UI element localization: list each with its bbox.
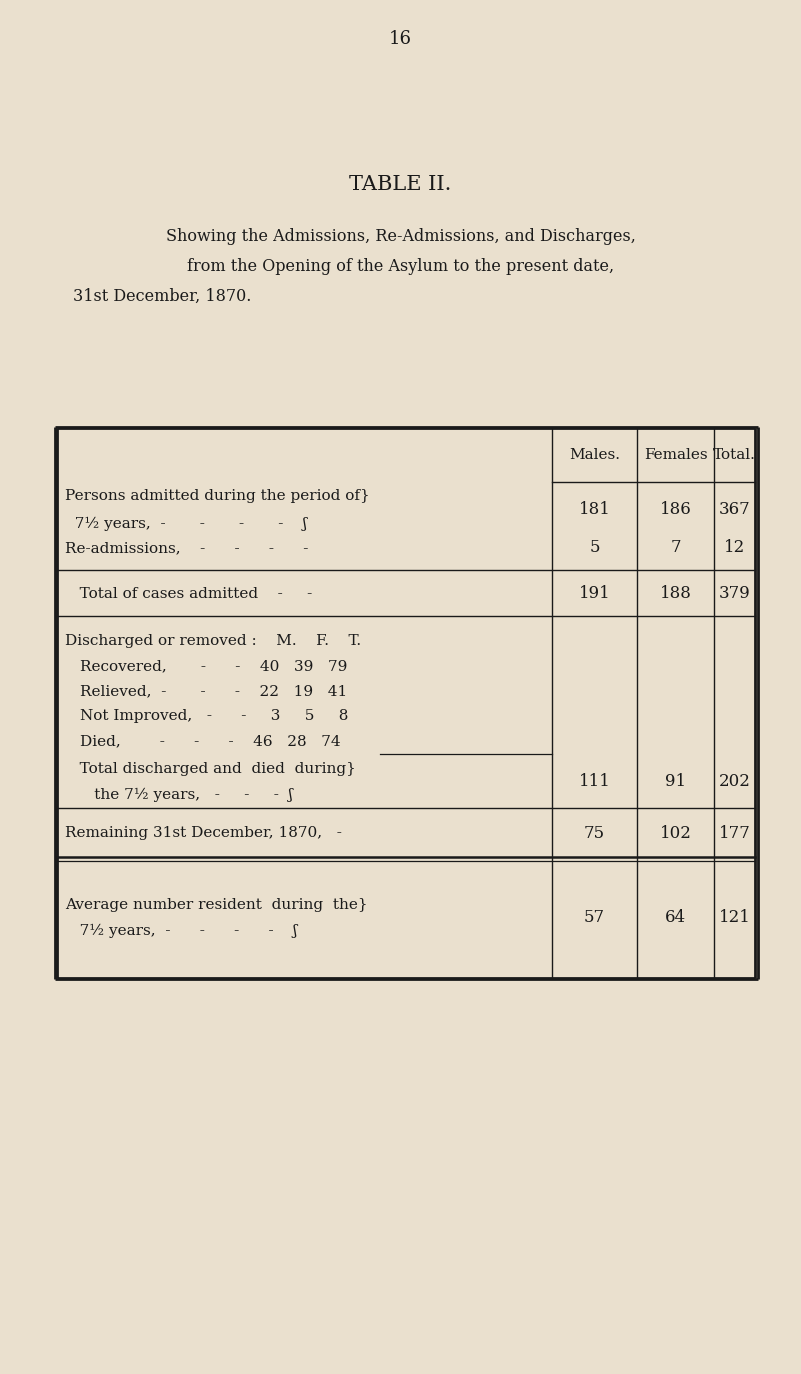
Text: 7: 7 [670,540,681,556]
Text: 57: 57 [584,910,605,926]
Text: Relieved,  -       -      -    22   19   41: Relieved, - - - 22 19 41 [80,684,348,698]
Text: Total of cases admitted    -     -: Total of cases admitted - - [65,587,312,600]
Text: 191: 191 [578,585,610,603]
Text: 7½ years,  -       -       -       -    ʃ: 7½ years, - - - - ʃ [65,517,307,532]
Text: 5: 5 [590,540,600,556]
Text: Re-admissions,    -      -      -      -: Re-admissions, - - - - [65,541,308,555]
Text: 111: 111 [578,774,610,790]
Text: from the Opening of the Asylum to the present date,: from the Opening of the Asylum to the pr… [187,258,614,275]
Text: 91: 91 [665,774,686,790]
Text: Males.: Males. [569,448,620,462]
Text: 75: 75 [584,824,605,841]
Text: Recovered,       -      -    40   39   79: Recovered, - - 40 39 79 [80,660,348,673]
Text: 367: 367 [718,502,751,518]
Text: 16: 16 [389,30,412,48]
Text: 202: 202 [718,774,751,790]
Text: Discharged or removed :    M.    F.    T.: Discharged or removed : M. F. T. [65,633,361,649]
Text: 177: 177 [718,824,751,841]
Text: the 7½ years,   -     -     -  ʃ: the 7½ years, - - - ʃ [65,787,292,802]
Text: Persons admitted during the period of}: Persons admitted during the period of} [65,489,370,503]
Text: 31st December, 1870.: 31st December, 1870. [73,289,252,305]
Text: Total.: Total. [713,448,756,462]
Text: 188: 188 [659,585,691,603]
Text: Showing the Admissions, Re-Admissions, and Discharges,: Showing the Admissions, Re-Admissions, a… [166,228,635,245]
Text: Total discharged and  died  during}: Total discharged and died during} [65,763,356,776]
Text: 64: 64 [665,910,686,926]
Text: TABLE II.: TABLE II. [349,174,452,194]
Text: 186: 186 [660,502,691,518]
Text: 121: 121 [718,910,751,926]
Text: 379: 379 [718,585,751,603]
Text: Average number resident  during  the}: Average number resident during the} [65,899,368,912]
Text: Females: Females [644,448,707,462]
Text: Remaining 31st December, 1870,   -: Remaining 31st December, 1870, - [65,826,342,840]
Text: 7½ years,  -      -      -      -    ʃ: 7½ years, - - - - ʃ [65,923,297,938]
Text: 102: 102 [659,824,691,841]
Text: Not Improved,   -      -     3     5     8: Not Improved, - - 3 5 8 [80,709,348,723]
Text: Died,        -      -      -    46   28   74: Died, - - - 46 28 74 [80,734,340,747]
Text: 12: 12 [724,540,745,556]
Text: 181: 181 [578,502,610,518]
